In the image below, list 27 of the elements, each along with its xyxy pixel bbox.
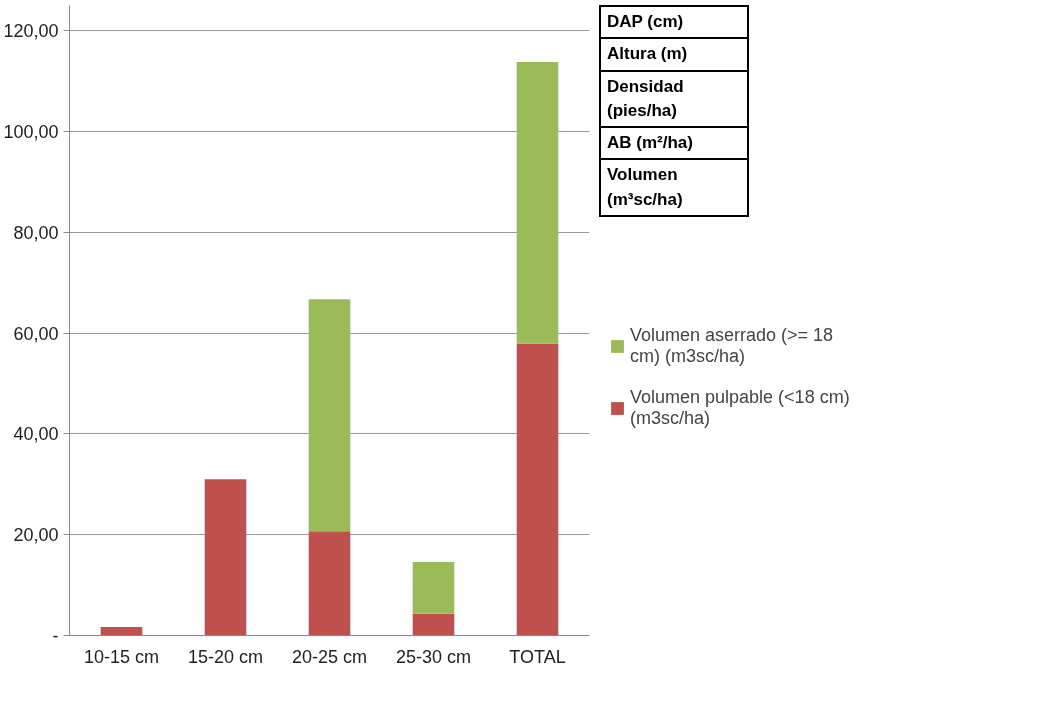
text: Volumen (m³sc/ha) bbox=[600, 159, 748, 216]
x-tick-label: TOTAL bbox=[509, 646, 566, 667]
legend-label: Volumen pulpable (<18 cm) (m3sc/ha) bbox=[630, 387, 850, 429]
y-tick-label: 20,00 bbox=[13, 525, 59, 546]
y-tick-label: 120,00 bbox=[3, 21, 59, 42]
text: DAP (cm) bbox=[600, 6, 748, 39]
x-tick-label: 15-20 cm bbox=[187, 646, 264, 667]
bar bbox=[204, 479, 247, 636]
bar bbox=[412, 613, 455, 636]
bar bbox=[412, 561, 455, 614]
x-tick-label: 25-30 cm bbox=[395, 646, 472, 667]
text: Altura (m) bbox=[600, 38, 748, 71]
y-tick-label: - bbox=[52, 626, 59, 646]
y-tick-label: 60,00 bbox=[13, 323, 59, 344]
bar bbox=[516, 61, 559, 344]
bar bbox=[308, 299, 351, 532]
y-tick-label: 80,00 bbox=[13, 222, 59, 243]
bar bbox=[308, 531, 351, 636]
y-tick-label: 100,00 bbox=[3, 122, 59, 142]
text: Densidad (pies/ha) bbox=[600, 70, 748, 128]
bar bbox=[100, 626, 143, 636]
bar bbox=[516, 343, 559, 636]
x-tick-label: 20-25 cm bbox=[291, 646, 368, 667]
y-tick-label: 40,00 bbox=[13, 424, 59, 445]
legend-label: Volumen aserrado (>= 18 cm) (m3sc/ha) bbox=[630, 325, 834, 367]
text: AB (m²/ha) bbox=[600, 127, 748, 160]
x-tick-label: 10-15 cm bbox=[83, 646, 160, 667]
